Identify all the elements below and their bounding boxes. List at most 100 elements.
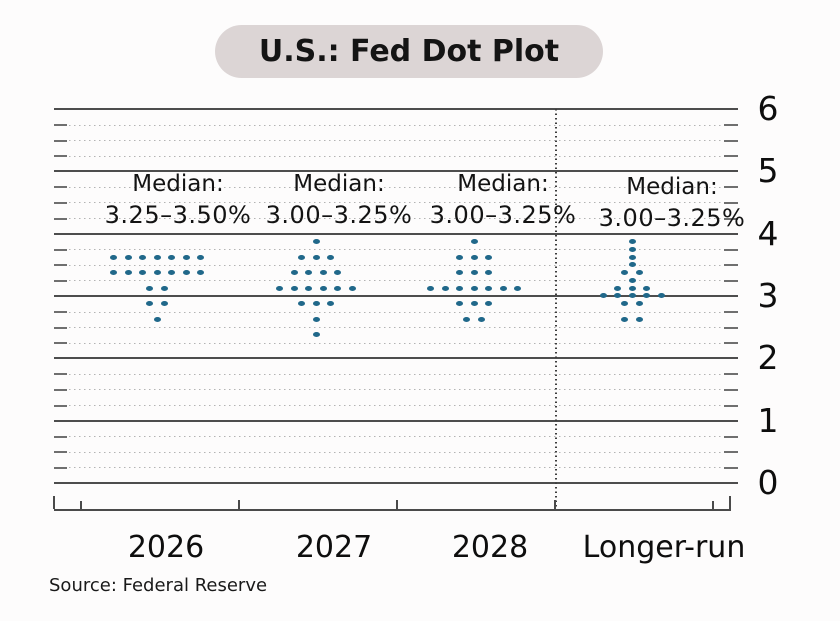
dot xyxy=(485,254,492,260)
tick-dash xyxy=(54,326,67,329)
dot xyxy=(628,277,636,283)
dot xyxy=(635,301,643,307)
tick-dash xyxy=(724,311,738,314)
axis-tick xyxy=(729,496,731,509)
dot xyxy=(499,285,507,291)
dot xyxy=(305,270,313,276)
tick-dash xyxy=(724,186,738,189)
gridline-major xyxy=(54,232,738,235)
tick-dash xyxy=(54,186,67,189)
dot xyxy=(485,285,492,291)
x-axis-line xyxy=(54,509,731,511)
xtick-label: 2027 xyxy=(295,530,373,565)
dot xyxy=(621,316,629,322)
dot xyxy=(305,285,313,291)
ytick-label: 6 xyxy=(757,89,779,128)
dot xyxy=(643,293,650,299)
dot xyxy=(635,316,643,322)
gridline-minor xyxy=(54,327,738,329)
dot xyxy=(427,285,434,291)
gridline-minor xyxy=(54,264,738,266)
dot xyxy=(168,254,175,260)
dot xyxy=(312,332,320,338)
chart-title-pill: U.S.: Fed Dot Plot xyxy=(215,25,603,78)
tick-dash xyxy=(54,155,67,158)
axis-tick xyxy=(80,501,82,509)
dot xyxy=(276,285,284,291)
tick-dash xyxy=(54,451,67,454)
source-note: Source: Federal Reserve xyxy=(49,575,268,596)
dot xyxy=(456,285,463,291)
dot xyxy=(643,285,650,291)
gridline-minor xyxy=(54,373,738,375)
tick-dash xyxy=(724,388,738,391)
dot xyxy=(456,254,463,260)
tick-dash xyxy=(724,139,738,142)
gridline-minor xyxy=(54,451,738,453)
tick-dash xyxy=(724,264,738,267)
dot xyxy=(628,285,636,291)
dot xyxy=(319,285,327,291)
axis-tick xyxy=(712,501,714,509)
dot xyxy=(348,285,356,291)
dot xyxy=(441,285,449,291)
gridline-minor xyxy=(54,467,738,469)
longer-run-separator xyxy=(555,109,557,511)
dot xyxy=(124,254,132,260)
dot xyxy=(657,293,665,299)
median-heading: Median: xyxy=(132,171,224,197)
tick-dash xyxy=(54,279,67,282)
dot xyxy=(327,254,334,260)
tick-dash xyxy=(54,264,67,267)
dot xyxy=(197,270,204,276)
gridline-minor xyxy=(54,186,738,188)
dot xyxy=(485,270,492,276)
gridline-major xyxy=(54,419,738,422)
dot xyxy=(628,238,636,244)
dot xyxy=(290,270,298,276)
axis-tick xyxy=(396,500,398,509)
tick-dash xyxy=(724,217,738,220)
gridline-minor xyxy=(54,140,738,142)
dot xyxy=(628,246,636,252)
dot xyxy=(334,285,342,291)
tick-dash xyxy=(54,373,67,376)
dot xyxy=(153,254,161,260)
dot xyxy=(621,270,629,276)
dot xyxy=(139,254,146,260)
chart-title: U.S.: Fed Dot Plot xyxy=(258,34,560,69)
gridline-minor xyxy=(54,389,738,391)
dot xyxy=(485,301,492,307)
dot xyxy=(470,285,478,291)
dot xyxy=(614,293,621,299)
gridline-minor xyxy=(54,436,738,438)
xtick-label: 2028 xyxy=(451,530,529,565)
dot xyxy=(160,285,168,291)
dot xyxy=(312,254,320,260)
dot xyxy=(124,270,132,276)
dot xyxy=(514,285,521,291)
dot xyxy=(635,270,643,276)
dot xyxy=(628,254,636,260)
dot xyxy=(477,316,485,322)
dot xyxy=(182,254,190,260)
axis-tick xyxy=(53,496,55,509)
ytick-label: 2 xyxy=(757,338,779,378)
ytick-label: 3 xyxy=(757,275,779,315)
dot xyxy=(334,270,342,276)
tick-dash xyxy=(724,451,738,454)
dot xyxy=(327,301,334,307)
tick-dash xyxy=(724,404,738,407)
dot xyxy=(312,316,320,322)
tick-dash xyxy=(724,342,738,345)
dot xyxy=(614,285,621,291)
dot xyxy=(153,316,161,322)
dot xyxy=(290,285,298,291)
dot xyxy=(628,262,636,268)
dot xyxy=(470,254,478,260)
tick-dash xyxy=(724,124,738,127)
median-label: Median: 3.00–3.25% xyxy=(388,169,618,231)
axis-tick xyxy=(554,500,556,509)
tick-dash xyxy=(54,201,67,204)
tick-dash xyxy=(724,201,738,204)
